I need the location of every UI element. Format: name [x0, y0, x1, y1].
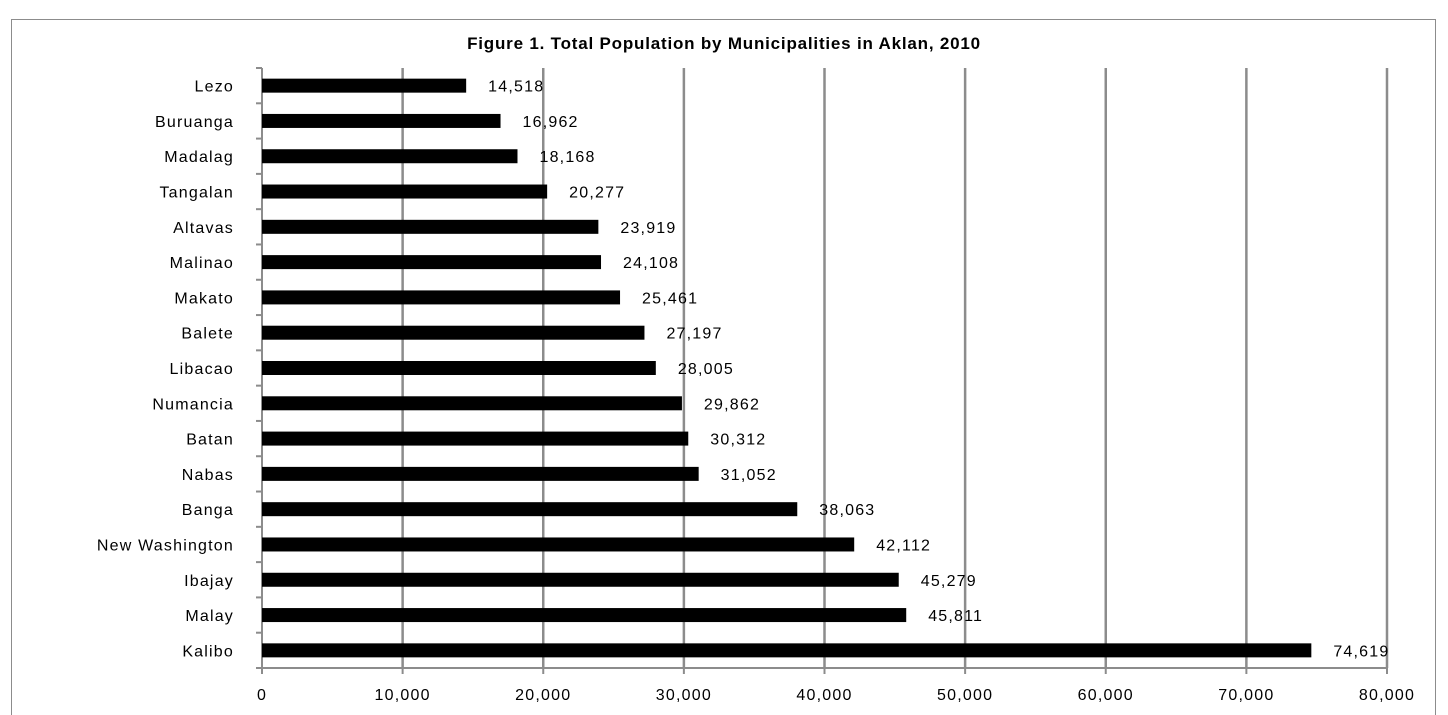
- labels: 0 10,000 20,000 30,000 40,000 50,000 60,000 70,…: [97, 79, 1415, 704]
- value-label: 27,197: [666, 326, 722, 343]
- category-label: Lezo: [195, 79, 235, 96]
- category-label: Malay: [185, 608, 234, 625]
- bar: [262, 537, 855, 552]
- category-label: Malinao: [170, 255, 234, 272]
- x-tick-label: 20,000: [515, 687, 571, 704]
- value-label: 16,962: [523, 114, 579, 131]
- x-tick-label: 80,000: [1359, 687, 1415, 704]
- bar: [262, 431, 689, 446]
- bar: [262, 149, 518, 164]
- category-label: Nabas: [182, 467, 234, 484]
- chart-frame: [11, 19, 1436, 715]
- x-tick-label: 40,000: [796, 687, 852, 704]
- bar: [262, 290, 621, 305]
- x-tick-label: 30,000: [656, 687, 712, 704]
- x-tick-label: 0: [257, 687, 267, 704]
- value-label: 20,277: [569, 185, 625, 202]
- value-label: 14,518: [488, 79, 544, 96]
- x-tick-label: 70,000: [1218, 687, 1274, 704]
- value-label: 28,005: [678, 361, 734, 378]
- value-label: 42,112: [876, 537, 931, 554]
- value-label: 30,312: [710, 432, 766, 449]
- bar: [262, 184, 548, 199]
- category-label: New Washington: [97, 537, 234, 554]
- x-tick-label: 60,000: [1078, 687, 1134, 704]
- bar: [262, 502, 798, 517]
- category-label: Tangalan: [159, 185, 234, 202]
- category-label: Kalibo: [182, 643, 234, 660]
- bar: [262, 361, 656, 375]
- value-label: 18,168: [539, 149, 595, 166]
- value-label: 74,619: [1333, 643, 1389, 660]
- bar: [262, 466, 699, 481]
- bar: [262, 325, 645, 340]
- category-label: Madalag: [164, 149, 234, 166]
- value-label: 25,461: [642, 290, 698, 307]
- value-label: 23,919: [620, 220, 676, 237]
- bar: [262, 396, 682, 411]
- value-label: 45,279: [921, 573, 977, 590]
- bar: [262, 643, 1312, 658]
- category-label: Ibajay: [184, 573, 234, 590]
- category-label: Numancia: [152, 396, 234, 413]
- chart-title: Figure 1. Total Population by Municipali…: [467, 34, 981, 53]
- value-label: 24,108: [623, 255, 679, 272]
- bar: [262, 608, 907, 623]
- x-tick-label: 50,000: [937, 687, 993, 704]
- value-label: 31,052: [721, 467, 777, 484]
- category-label: Balete: [181, 326, 234, 343]
- value-label: 29,862: [704, 396, 760, 413]
- bar: [262, 78, 467, 93]
- bar: [262, 255, 602, 270]
- category-label: Buruanga: [155, 114, 234, 131]
- bar: [262, 219, 599, 234]
- value-label: 45,811: [928, 608, 983, 625]
- category-label: Batan: [186, 432, 234, 449]
- category-label: Makato: [174, 290, 234, 307]
- category-label: Libacao: [170, 361, 234, 378]
- category-label: Altavas: [173, 220, 234, 237]
- bar: [262, 572, 899, 587]
- category-label: Banga: [182, 502, 234, 519]
- value-label: 38,063: [819, 502, 875, 519]
- bar: [262, 113, 501, 128]
- bars: [262, 78, 1312, 658]
- x-tick-label: 10,000: [375, 687, 431, 704]
